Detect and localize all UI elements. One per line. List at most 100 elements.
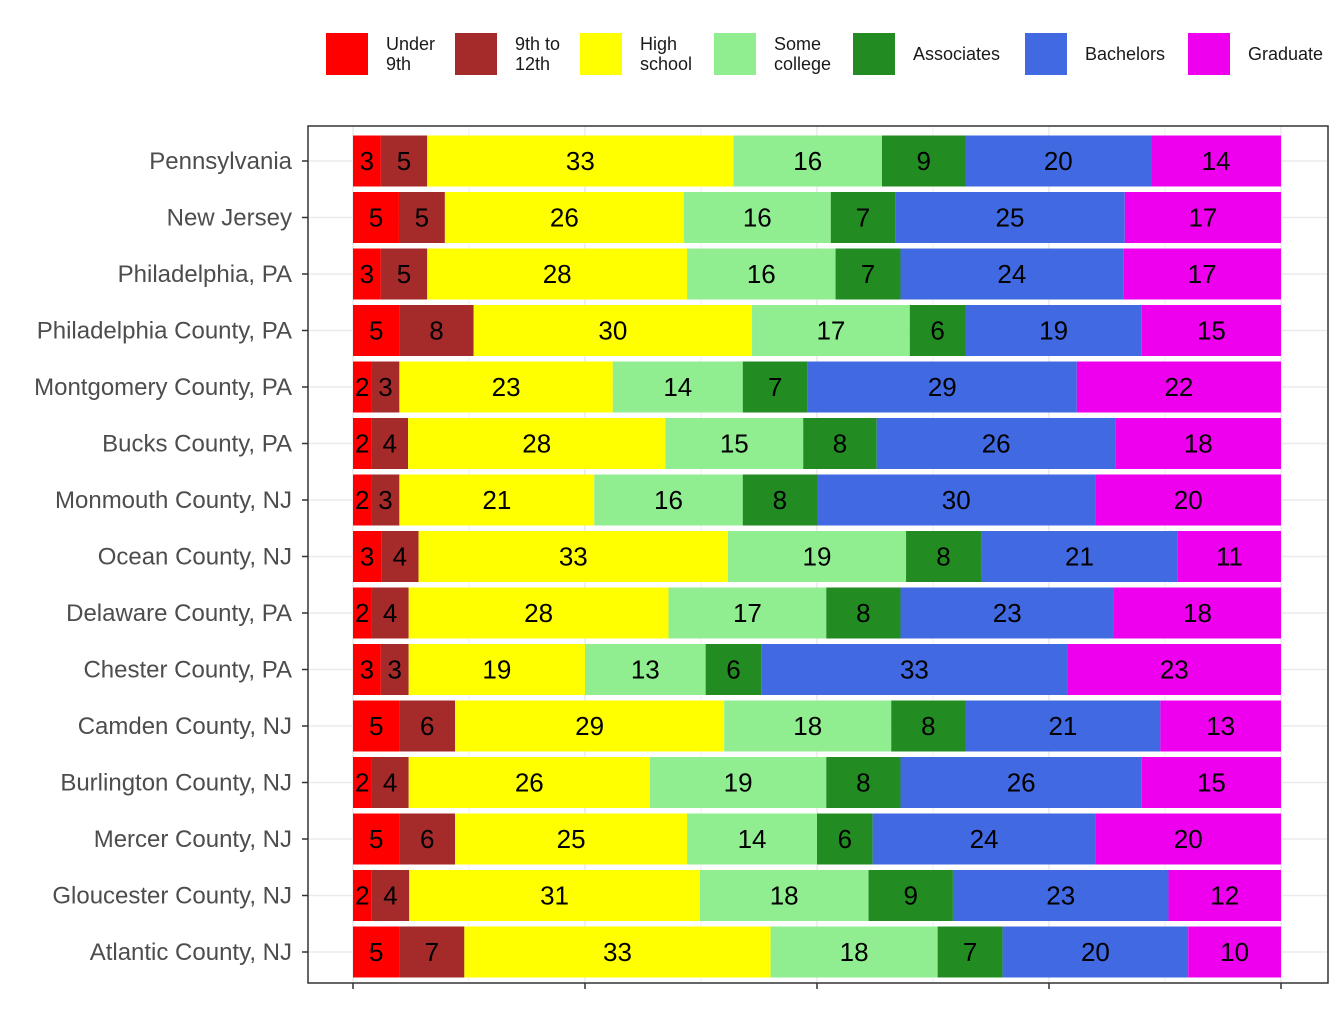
legend-key: [853, 33, 895, 75]
bar-segment-bachelors: [965, 135, 1152, 187]
bar-segment-under-9th: [353, 700, 400, 752]
bar-segment-associates: [868, 870, 953, 921]
bar-row-gloucester-county-nj: 2 4 31 18 9 23 12: [353, 870, 1281, 921]
data-label: 22: [1164, 372, 1193, 402]
data-label: 31: [540, 881, 569, 911]
bar-segment-bachelors: [761, 644, 1068, 695]
bar-row-ocean-county-nj: 3 4 33 19 8 21 11: [353, 531, 1281, 582]
data-label: 13: [631, 655, 660, 685]
data-label: 3: [360, 542, 374, 572]
data-label: 18: [840, 937, 869, 967]
bar-segment-some-college: [752, 305, 910, 356]
category-label: Pennsylvania: [149, 148, 292, 175]
bar-segment-some-college: [687, 248, 836, 300]
bar-segment-high-school: [408, 587, 669, 639]
data-label: 23: [1046, 881, 1075, 911]
bar-segment-graduate: [1124, 192, 1281, 243]
plot-panel-border: [307, 125, 1329, 984]
category-label: Mercer County, NJ: [94, 826, 292, 853]
data-label: 2: [355, 768, 369, 798]
bar-segment-9th-to-12th: [399, 926, 465, 978]
data-label: 11: [1216, 542, 1243, 572]
bar-segment-some-college: [585, 644, 706, 695]
data-label: 18: [1183, 598, 1212, 628]
data-label: 26: [982, 429, 1011, 459]
bar-segment-high-school: [444, 192, 684, 243]
category-label: Philadelphia, PA: [118, 261, 292, 288]
bar-segment-under-9th: [353, 192, 399, 243]
legend-key: [1025, 33, 1067, 75]
bar-segment-graduate: [1141, 757, 1281, 808]
data-label: 20: [1044, 146, 1073, 176]
bar-row-pennsylvania: 3 5 33 16 9 20 14: [353, 135, 1281, 187]
category-label: Monmouth County, NJ: [55, 487, 292, 514]
bar-segment-9th-to-12th: [380, 135, 428, 187]
bar-segment-bachelors: [872, 813, 1096, 865]
data-label: 5: [415, 203, 429, 233]
bar-segment-associates: [830, 192, 896, 243]
data-label: 18: [793, 711, 822, 741]
bar-segment-9th-to-12th: [399, 813, 456, 865]
bar-segment-associates: [881, 135, 966, 187]
bar-segment-bachelors: [876, 418, 1116, 469]
data-label: 6: [420, 711, 434, 741]
data-label: 18: [770, 881, 799, 911]
legend-item-high-school: High school: [580, 33, 692, 75]
data-label: 2: [355, 485, 369, 515]
category-label: Chester County, PA: [83, 657, 292, 684]
data-label: 17: [733, 598, 762, 628]
bar-segment-bachelors: [807, 361, 1077, 413]
bar-row-new-jersey: 5 5 26 16 7 25 17: [353, 192, 1281, 243]
bar-segment-high-school: [409, 870, 700, 921]
category-axis-labels: Pennsylvania New Jersey Philadelphia, PA Ph…: [34, 148, 1282, 989]
bar-segment-graduate: [1123, 248, 1281, 300]
data-label: 6: [726, 655, 740, 685]
bar-segment-under-9th: [353, 305, 400, 356]
legend-label: Bachelors: [1085, 44, 1165, 64]
data-label: 7: [861, 259, 875, 289]
data-label: 9: [904, 881, 918, 911]
bar-segment-some-college: [668, 587, 827, 639]
bar-segment-high-school: [418, 531, 728, 582]
bar-segment-associates: [705, 644, 762, 695]
data-label: 30: [598, 316, 627, 346]
data-label: 21: [482, 485, 511, 515]
data-label: 16: [654, 485, 683, 515]
data-label: 17: [1188, 203, 1217, 233]
data-label: 26: [1007, 768, 1036, 798]
data-label: 3: [378, 485, 392, 515]
bar-segment-some-college: [727, 531, 907, 582]
legend-label: Under 9th: [386, 34, 435, 74]
legend-label: High school: [640, 34, 692, 74]
bar-segment-bachelors: [900, 757, 1142, 808]
bar-segment-under-9th: [353, 531, 382, 582]
category-label: Delaware County, PA: [66, 600, 292, 627]
bar-segment-bachelors: [900, 587, 1114, 639]
bar-segment-some-college: [724, 700, 892, 752]
data-label: 19: [1039, 316, 1068, 346]
legend-item-under-9th: Under 9th: [326, 33, 435, 75]
legend-key: [455, 33, 497, 75]
bar-segment-high-school: [455, 813, 688, 865]
bar-segment-9th-to-12th: [380, 248, 428, 300]
data-label: 8: [773, 485, 787, 515]
bar-row-atlantic-county-nj: 5 7 33 18 7 20 10: [353, 926, 1281, 978]
data-label: 7: [425, 937, 439, 967]
data-label: 30: [942, 485, 971, 515]
data-label: 4: [383, 598, 397, 628]
bar-segment-under-9th: [353, 757, 372, 808]
data-label: 23: [492, 372, 521, 402]
data-label: 8: [833, 429, 847, 459]
legend-label: Associates: [913, 44, 1000, 64]
legend-item-associates: Associates: [853, 33, 1000, 75]
data-label: 5: [369, 203, 383, 233]
bar-segment-graduate: [1113, 587, 1281, 639]
data-label: 2: [355, 372, 369, 402]
data-label: 24: [997, 259, 1026, 289]
category-label: Gloucester County, NJ: [52, 883, 292, 910]
bar-segment-some-college: [683, 192, 831, 243]
bar-segment-bachelors: [895, 192, 1125, 243]
legend-item-some-college: Some college: [714, 33, 831, 75]
bar-row-bucks-county-pa: 2 4 28 15 8 26 18: [353, 418, 1281, 469]
